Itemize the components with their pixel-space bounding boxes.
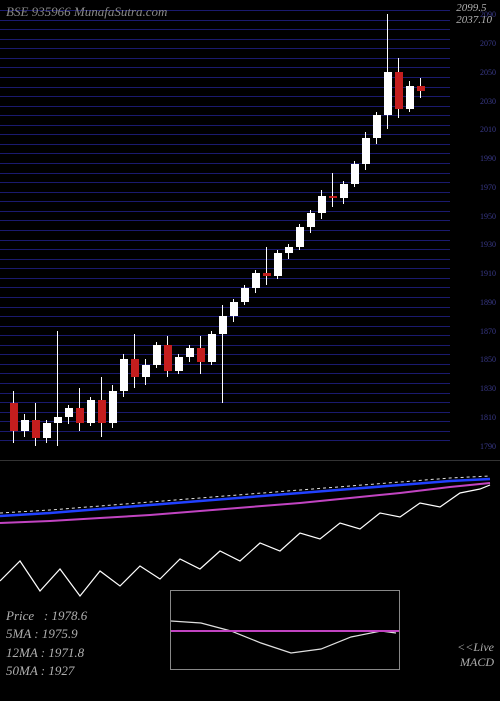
top-price-label: 2099.5 2037.10 (456, 2, 492, 26)
indicator-panel: Price : 1978.6 5MA : 1975.9 12MA : 1971.… (0, 460, 500, 700)
chart-title: BSE 935966 MunafaSutra.com (6, 4, 167, 20)
macd-inset (170, 590, 400, 670)
info-box: Price : 1978.6 5MA : 1975.9 12MA : 1971.… (6, 607, 87, 680)
info-12ma: 12MA : 1971.8 (6, 644, 87, 662)
info-price: Price : 1978.6 (6, 607, 87, 625)
info-5ma: 5MA : 1975.9 (6, 625, 87, 643)
candlestick-chart: BSE 935966 MunafaSutra.com 2099.5 2037.1… (0, 0, 500, 460)
info-50ma: 50MA : 1927 (6, 662, 87, 680)
macd-text: MACD (457, 655, 494, 670)
macd-zero-line (171, 630, 399, 632)
live-text: <<Live (457, 640, 494, 655)
top-price: 2099.5 (456, 2, 492, 14)
price-axis: 2090207020502030201019901970195019301910… (450, 0, 500, 460)
sub-price: 2037.10 (456, 14, 492, 26)
live-label: <<Live MACD (457, 640, 494, 670)
